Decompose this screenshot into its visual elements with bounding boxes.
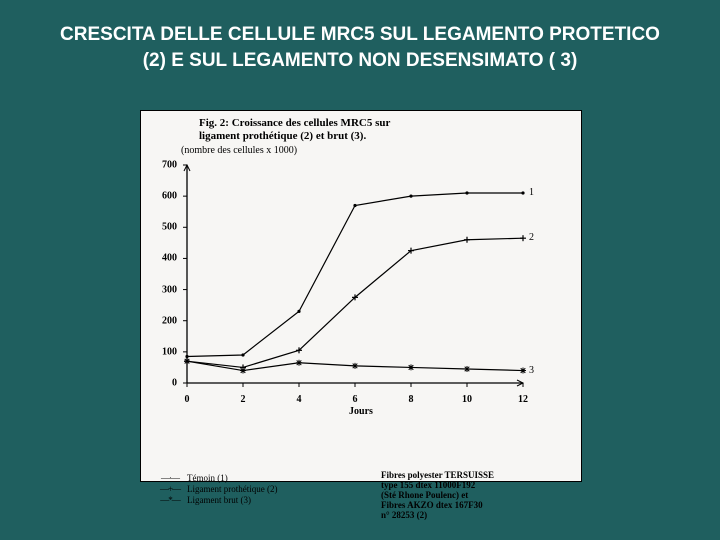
line-chart — [181, 159, 541, 389]
y-tick: 600 — [153, 191, 177, 202]
x-tick: 0 — [185, 394, 190, 405]
series-label: 1 — [529, 187, 534, 198]
y-tick: 500 — [153, 222, 177, 233]
legend-left: —·— Témoin (1) —+— Ligament prothétique (2)… — [157, 473, 337, 506]
legend-label: Ligament prothétique (2) — [187, 484, 277, 494]
series-label: 2 — [529, 232, 534, 243]
title-line-1: CRESCITA DELLE CELLULE MRC5 SUL LEGAMENT… — [60, 24, 660, 45]
title-line-2: (2) E SUL LEGAMENTO NON DESENSIMATO ( 3) — [143, 50, 578, 71]
legend-item: —·— Témoin (1) — [157, 473, 337, 483]
slide-title: CRESCITA DELLE CELLULE MRC5 SUL LEGAMENT… — [30, 22, 690, 73]
legend-symbol: —*— — [157, 495, 183, 505]
x-tick: 6 — [353, 394, 358, 405]
caption-line-1: Fig. 2: Croissance des cellules MRC5 sur — [199, 117, 390, 129]
legend-right: Fibres polyester TERSUISSEtype 155 dtex … — [381, 471, 581, 520]
x-axis-label: Jours — [349, 406, 373, 417]
legend-label: Ligament brut (3) — [187, 495, 251, 505]
figure-subcaption: (nombre des cellules x 1000) — [181, 145, 297, 156]
legend-item: —*— Ligament brut (3) — [157, 495, 337, 505]
y-tick: 300 — [153, 284, 177, 295]
x-tick: 12 — [518, 394, 528, 405]
legend-symbol: —+— — [157, 484, 183, 494]
legend-right-line: n° 28253 (2) — [381, 511, 581, 521]
y-tick: 700 — [153, 160, 177, 171]
x-tick: 8 — [409, 394, 414, 405]
y-tick: 200 — [153, 315, 177, 326]
caption-line-2: ligament prothétique (2) et brut (3). — [199, 130, 366, 142]
figure-panel: Fig. 2: Croissance des cellules MRC5 sur… — [140, 110, 582, 482]
x-tick: 2 — [241, 394, 246, 405]
series-label: 3 — [529, 365, 534, 376]
x-tick: 4 — [297, 394, 302, 405]
slide: CRESCITA DELLE CELLULE MRC5 SUL LEGAMENT… — [0, 0, 720, 540]
x-tick: 10 — [462, 394, 472, 405]
y-tick: 400 — [153, 253, 177, 264]
y-tick: 0 — [153, 378, 177, 389]
legend-symbol: —·— — [157, 473, 183, 483]
y-tick: 100 — [153, 346, 177, 357]
legend-label: Témoin (1) — [187, 473, 228, 483]
legend-item: —+— Ligament prothétique (2) — [157, 484, 337, 494]
figure-caption: Fig. 2: Croissance des cellules MRC5 sur… — [199, 117, 390, 143]
chart-area: Jours 0100200300400500600700024681012123 — [181, 159, 541, 389]
